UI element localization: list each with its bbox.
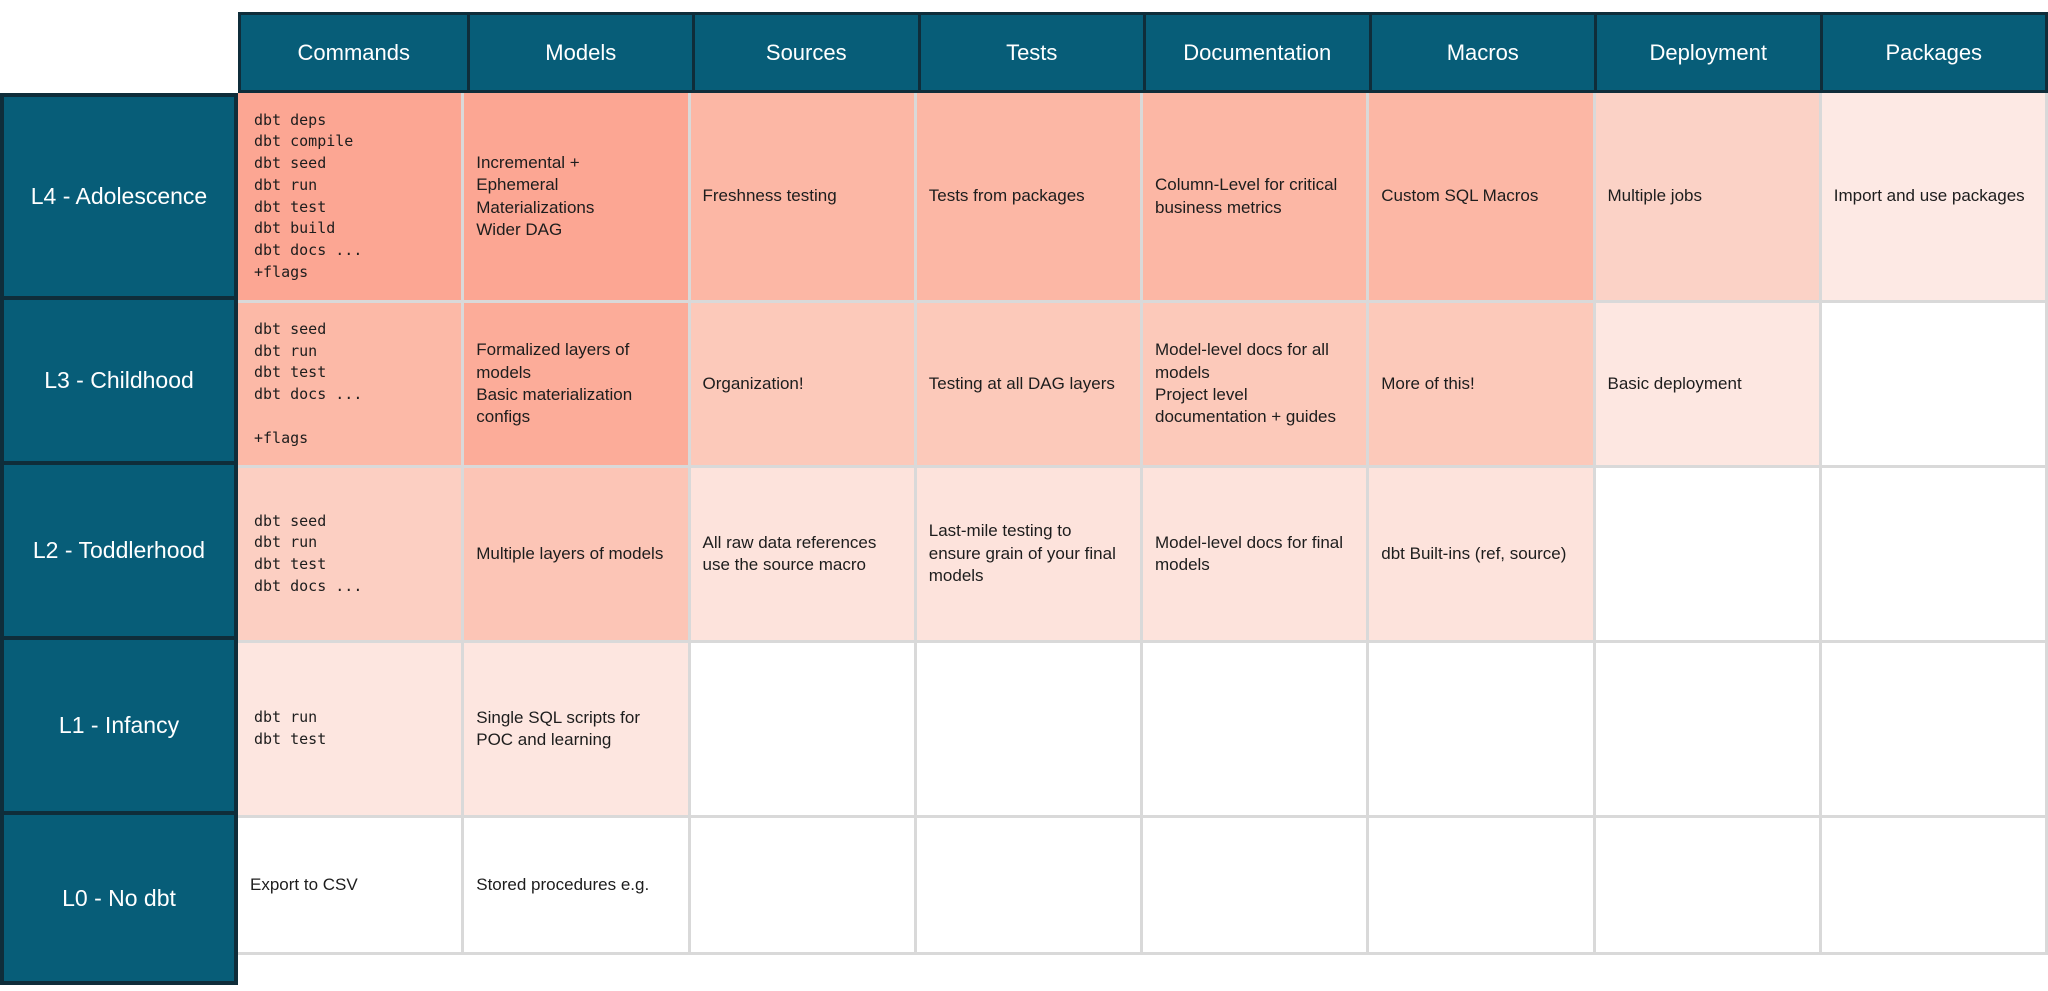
cell-l4-sources: Freshness testing (690, 93, 917, 303)
cell-l0-sources (690, 818, 917, 955)
column-header-models: Models (466, 15, 693, 90)
cell-l1-models: Single SQL scripts for POC and learning (464, 643, 691, 818)
matrix-body: dbt deps dbt compile dbt seed dbt run db… (238, 93, 2048, 955)
row-label-l4: L4 - Adolescence (4, 97, 234, 300)
cell-l0-models: Stored procedures e.g. (464, 818, 691, 955)
cell-l1-sources (690, 643, 917, 818)
cell-l4-commands: dbt deps dbt compile dbt seed dbt run db… (238, 93, 465, 303)
row-label-l1: L1 - Infancy (4, 640, 234, 815)
row-label-l2: L2 - Toddlerhood (4, 465, 234, 640)
cell-l3-sources: Organization! (690, 303, 917, 468)
row-label-l0: L0 - No dbt (62, 884, 176, 911)
cell-l4-models: Incremental + Ephemeral Materializations… (464, 93, 691, 303)
column-header-macros: Macros (1368, 15, 1595, 90)
cell-l1-macros (1369, 643, 1596, 818)
row-label-column: L4 - Adolescence L3 - Childhood L2 - Tod… (0, 93, 238, 985)
row-label-l3: L3 - Childhood (4, 300, 234, 465)
cell-l2-commands: dbt seed dbt run dbt test dbt docs ... (238, 468, 465, 643)
cell-l1-packages (1821, 643, 2048, 818)
cell-l4-packages: Import and use packages (1821, 93, 2048, 303)
cell-l3-deployment: Basic deployment (1595, 303, 1822, 468)
column-header-deployment: Deployment (1594, 15, 1820, 90)
cell-l3-tests: Testing at all DAG layers (916, 303, 1143, 468)
column-header-tests: Tests (917, 15, 1144, 90)
cell-l0-commands: Export to CSV (238, 818, 465, 955)
cell-l2-deployment (1595, 468, 1822, 643)
header-row: Commands Models Sources Tests Documentat… (238, 12, 2048, 93)
cell-l3-packages (1821, 303, 2048, 468)
cell-l2-sources: All raw data references use the source m… (690, 468, 917, 643)
cell-l2-macros: dbt Built-ins (ref, source) (1369, 468, 1596, 643)
cell-l0-deployment (1595, 818, 1822, 955)
cell-l3-documentation: Model-level docs for all models Project … (1143, 303, 1370, 468)
cell-l0-macros (1369, 818, 1596, 955)
column-header-documentation: Documentation (1143, 15, 1369, 90)
cell-l2-models: Multiple layers of models (464, 468, 691, 643)
cell-l2-documentation: Model-level docs for final models (1143, 468, 1370, 643)
cell-l2-packages (1821, 468, 2048, 643)
cell-l3-models: Formalized layers of models Basic materi… (464, 303, 691, 468)
column-header-commands: Commands (297, 39, 410, 65)
cell-l3-macros: More of this! (1369, 303, 1596, 468)
cell-l0-tests (916, 818, 1143, 955)
cell-l1-documentation (1143, 643, 1370, 818)
cell-l2-tests: Last-mile testing to ensure grain of you… (916, 468, 1143, 643)
cell-l1-commands: dbt run dbt test (238, 643, 465, 818)
cell-l0-documentation (1143, 818, 1370, 955)
column-header-sources: Sources (692, 15, 918, 90)
cell-l0-packages (1821, 818, 2048, 955)
cell-l4-deployment: Multiple jobs (1595, 93, 1822, 303)
cell-l4-documentation: Column-Level for critical business metri… (1143, 93, 1370, 303)
cell-l4-macros: Custom SQL Macros (1369, 93, 1596, 303)
cell-l1-deployment (1595, 643, 1822, 818)
cell-l4-tests: Tests from packages (916, 93, 1143, 303)
cell-l3-commands: dbt seed dbt run dbt test dbt docs ... +… (238, 303, 465, 468)
column-header-packages: Packages (1819, 15, 2046, 90)
cell-l1-tests (916, 643, 1143, 818)
